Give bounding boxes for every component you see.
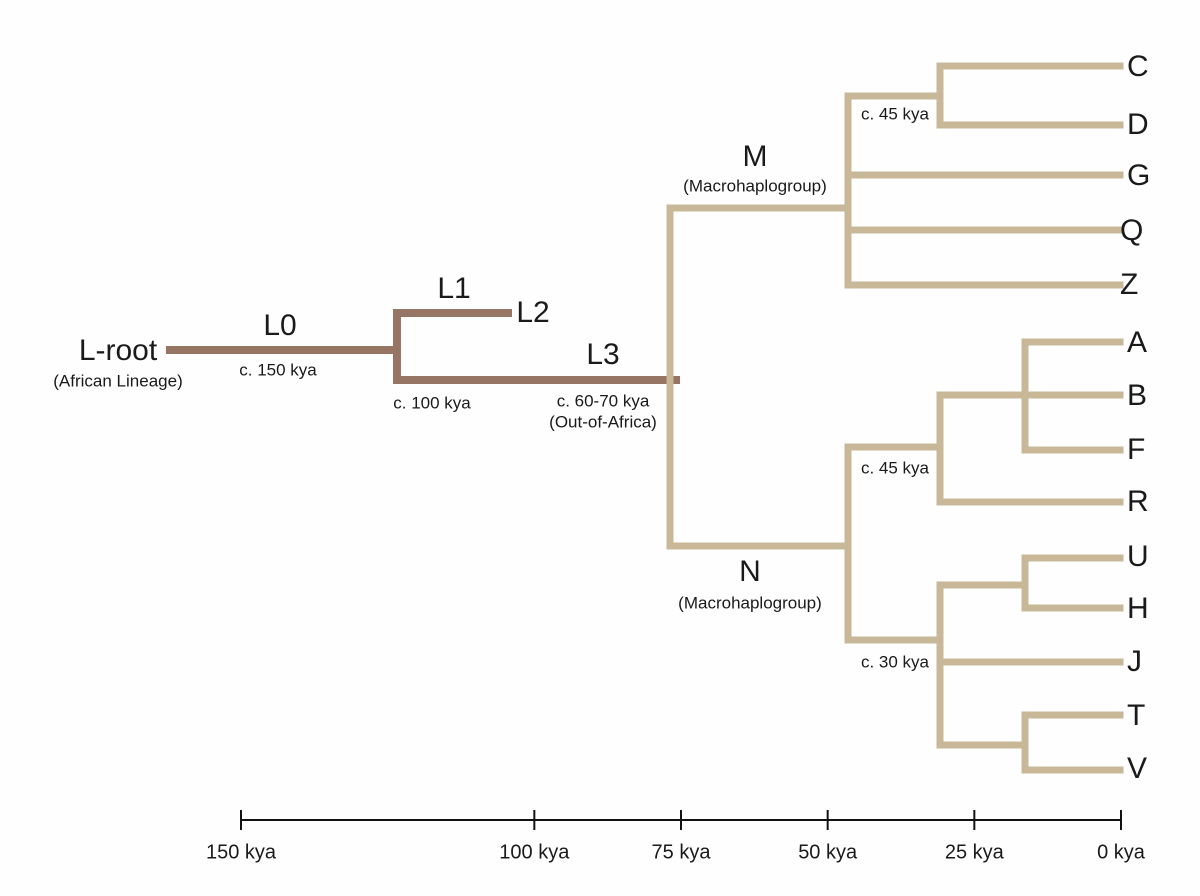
branch-sublabel: (Macrohaplogroup) xyxy=(683,176,827,195)
tick-label: 100 kya xyxy=(499,841,570,863)
leaf-label: A xyxy=(1127,326,1147,359)
time-axis: 150 kya 100 kya 75 kya 50 kya 25 kya 0 kya xyxy=(206,810,1146,863)
leaf-label: H xyxy=(1127,592,1149,625)
leaf-label: V xyxy=(1127,752,1147,785)
lineage-l xyxy=(166,309,680,384)
tick-label: 150 kya xyxy=(206,841,277,863)
leaves: C D G Q Z A B F R U H J T V xyxy=(1120,50,1150,785)
leaf-label: Q xyxy=(1120,214,1143,247)
branch-note: (Out-of-Africa) xyxy=(549,412,657,431)
leaf-label: B xyxy=(1127,379,1147,412)
leaf-label: F xyxy=(1127,433,1145,466)
leaf-label: Z xyxy=(1120,268,1138,301)
branch-date: c. 150 kya xyxy=(239,360,317,379)
leaf-label: J xyxy=(1127,645,1142,678)
branch-label: N xyxy=(739,555,761,588)
lineage-mn xyxy=(666,62,1124,774)
leaf-label: D xyxy=(1127,108,1149,141)
branch-date: c. 60-70 kya xyxy=(557,391,650,410)
branch-label: M xyxy=(743,140,768,173)
branch-label: L2 xyxy=(516,296,549,329)
node-date: c. 45 kya xyxy=(861,104,930,123)
branch-lines xyxy=(166,309,680,384)
branch-sublabel: (Macrohaplogroup) xyxy=(678,593,822,612)
leaf-label: T xyxy=(1127,699,1145,732)
tick-label: 50 kya xyxy=(798,841,858,863)
tick-label: 0 kya xyxy=(1097,841,1146,863)
node-date: c. 30 kya xyxy=(861,652,930,671)
leaf-label: G xyxy=(1127,159,1150,192)
leaf-label: C xyxy=(1127,50,1149,83)
node-date: c. 45 kya xyxy=(861,458,930,477)
root-sublabel: (African Lineage) xyxy=(53,371,182,390)
node-date: c. 100 kya xyxy=(393,393,471,412)
tick-label: 25 kya xyxy=(945,841,1005,863)
branch-label: L0 xyxy=(263,309,296,342)
branch-lines xyxy=(666,62,1124,774)
leaf-label: U xyxy=(1127,540,1149,573)
leaf-label: R xyxy=(1127,485,1149,518)
branch-label: L1 xyxy=(437,272,470,305)
tick-label: 75 kya xyxy=(652,841,712,863)
root-label: L-root xyxy=(79,334,158,367)
branch-label: L3 xyxy=(586,338,619,371)
